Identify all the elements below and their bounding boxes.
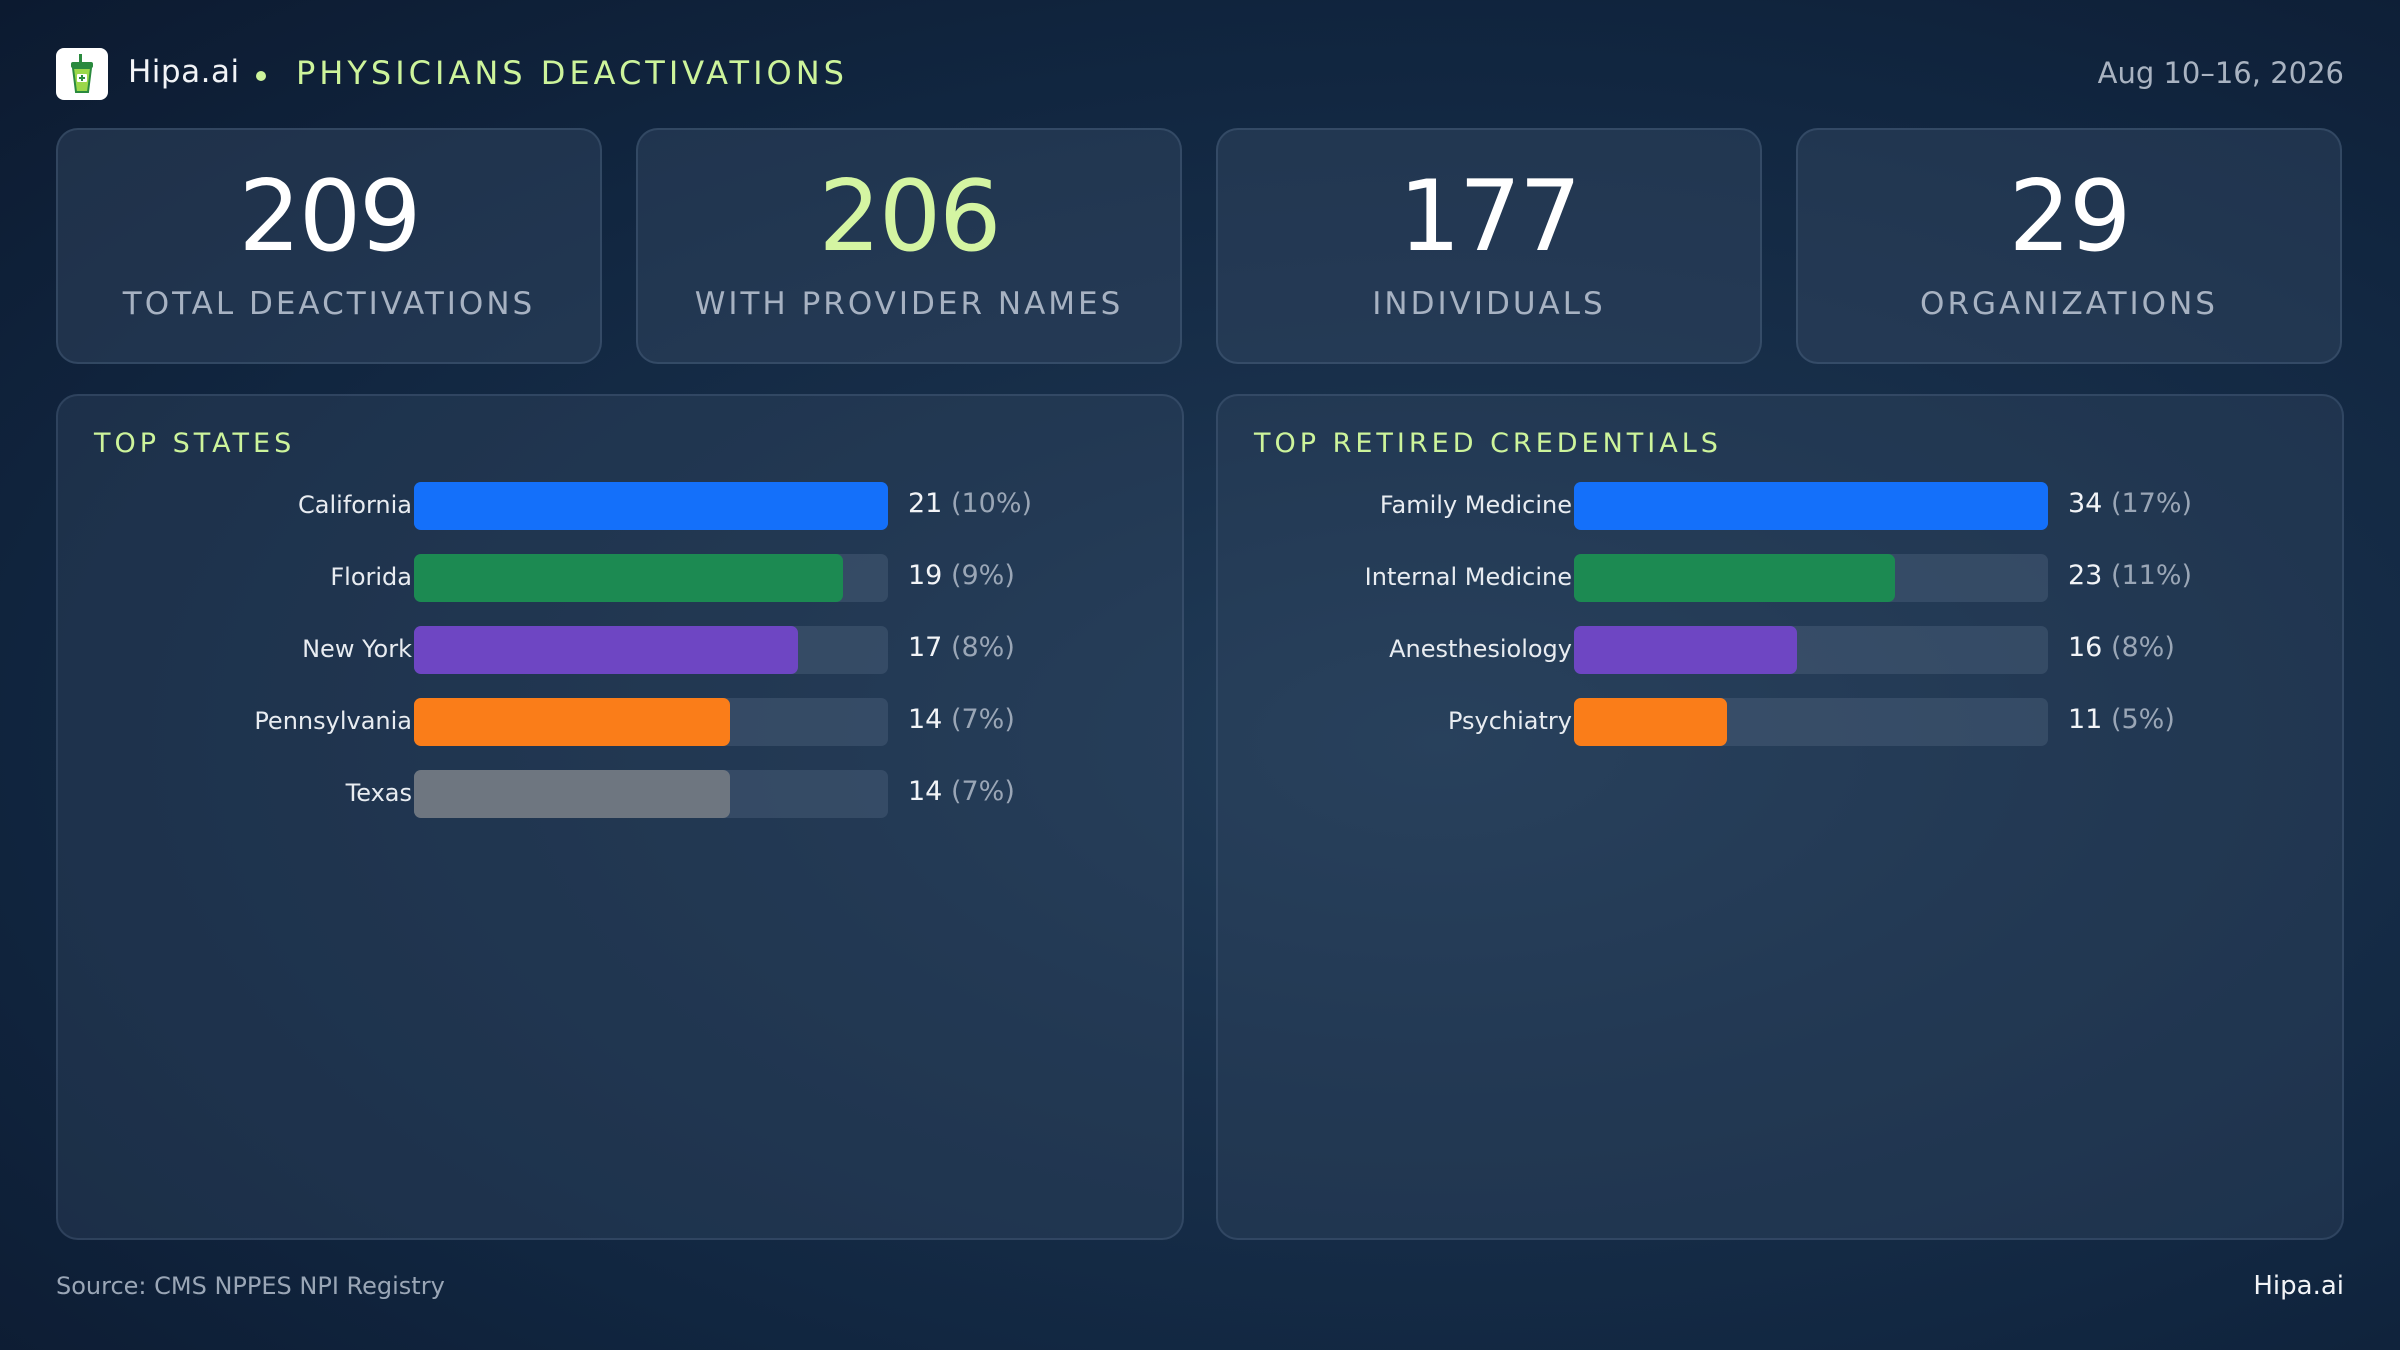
bar-percent: (11%): [2110, 560, 2193, 591]
bar-label: Florida: [330, 563, 412, 591]
bar-value: 11: [2068, 704, 2111, 735]
bar-value-label: 11 (5%): [2068, 704, 2175, 735]
bar-track: [1574, 698, 2048, 746]
stat-label: ORGANIZATIONS: [1920, 286, 2218, 322]
stat-value: 29: [2008, 160, 2132, 274]
bar-value: 16: [2068, 632, 2111, 663]
bar-percent: (9%): [950, 560, 1015, 591]
bar-track: [414, 770, 888, 818]
cup-icon: [71, 54, 93, 93]
bar-value: 21: [908, 488, 951, 519]
header: Hipa.ai PHYSICIANS DEACTIVATIONS Aug 10–…: [56, 46, 2344, 102]
bar-percent: (7%): [950, 704, 1015, 735]
date-range: Aug 10–16, 2026: [2097, 56, 2344, 90]
stat-card-total: 209 TOTAL DEACTIVATIONS: [56, 128, 602, 364]
bar-label: California: [298, 491, 412, 519]
bar-label: Psychiatry: [1447, 707, 1572, 735]
bar: [414, 554, 843, 602]
brand-name: Hipa.ai: [128, 54, 240, 90]
bar: [414, 698, 730, 746]
bar: [1574, 698, 1728, 746]
bar-value-label: 21 (10%): [908, 488, 1032, 519]
bar-value-label: 16 (8%): [2068, 632, 2175, 663]
stat-label: TOTAL DEACTIVATIONS: [122, 286, 536, 322]
stat-value: 209: [238, 160, 421, 274]
bar-track: [414, 482, 888, 530]
bar: [1574, 554, 1895, 602]
logo: [56, 48, 108, 100]
bar-label: Texas: [345, 779, 412, 807]
bar-track: [414, 554, 888, 602]
title-separator-dot: [256, 71, 266, 81]
bar: [1574, 482, 2048, 530]
bar-label: Pennsylvania: [254, 707, 412, 735]
bar-track: [1574, 554, 2048, 602]
bar-percent: (7%): [950, 776, 1015, 807]
bar-value: 19: [908, 560, 951, 591]
bar-value: 34: [2068, 488, 2111, 519]
stat-value: 177: [1398, 160, 1581, 274]
bar: [414, 770, 730, 818]
bar-percent: (8%): [2110, 632, 2175, 663]
bar-label: New York: [302, 635, 412, 663]
stat-card-individuals: 177 INDIVIDUALS: [1216, 128, 1762, 364]
bar-track: [1574, 626, 2048, 674]
page-title: PHYSICIANS DEACTIVATIONS: [296, 54, 848, 92]
bar-value: 14: [908, 776, 951, 807]
stat-card-organizations: 29 ORGANIZATIONS: [1796, 128, 2342, 364]
panel-title: TOP STATES: [94, 428, 296, 459]
bar-track: [414, 626, 888, 674]
bar-value-label: 14 (7%): [908, 776, 1015, 807]
panel-title: TOP RETIRED CREDENTIALS: [1254, 428, 1722, 459]
bar-value-label: 34 (17%): [2068, 488, 2192, 519]
bar-value: 17: [908, 632, 951, 663]
top-credentials-panel: TOP RETIRED CREDENTIALS Family Medicine 3…: [1216, 394, 2344, 1240]
bar-value-label: 19 (9%): [908, 560, 1015, 591]
bar-percent: (17%): [2110, 488, 2193, 519]
bar-label: Anesthesiology: [1389, 635, 1572, 663]
bar-value-label: 14 (7%): [908, 704, 1015, 735]
bar-track: [1574, 482, 2048, 530]
stat-label: WITH PROVIDER NAMES: [694, 286, 1124, 322]
bar-value-label: 17 (8%): [908, 632, 1015, 663]
bar: [414, 626, 798, 674]
top-states-panel: TOP STATES California 21 (10%) Florida 19 (…: [56, 394, 1184, 1240]
bar-value-label: 23 (11%): [2068, 560, 2192, 591]
bar-value: 23: [2068, 560, 2111, 591]
stat-value: 206: [818, 160, 1001, 274]
bar: [414, 482, 888, 530]
bar-percent: (10%): [950, 488, 1033, 519]
source-note: Source: CMS NPPES NPI Registry: [56, 1272, 445, 1300]
bar-value: 14: [908, 704, 951, 735]
bar-track: [414, 698, 888, 746]
bar-label: Family Medicine: [1379, 491, 1572, 519]
bar-percent: (8%): [950, 632, 1015, 663]
stat-label: INDIVIDUALS: [1372, 286, 1606, 322]
bar-label: Internal Medicine: [1364, 563, 1572, 591]
bar-percent: (5%): [2110, 704, 2175, 735]
stat-card-provider-names: 206 WITH PROVIDER NAMES: [636, 128, 1182, 364]
footer-brand: Hipa.ai: [2253, 1271, 2344, 1301]
bar: [1574, 626, 1798, 674]
